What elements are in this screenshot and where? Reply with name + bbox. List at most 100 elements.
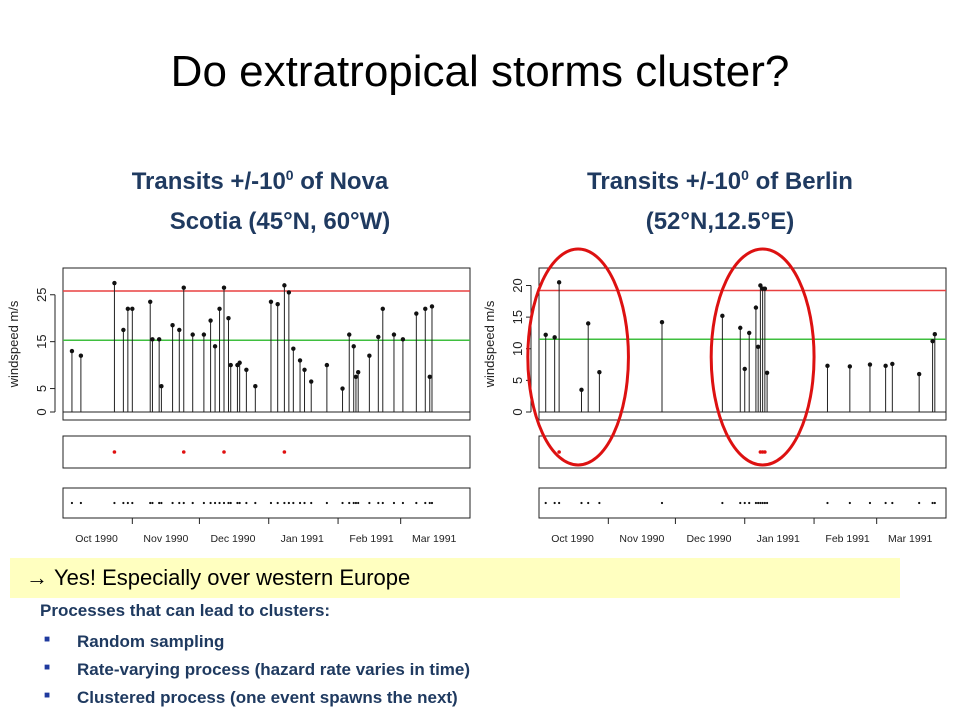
- event-marker: [158, 501, 161, 505]
- right-arrow-icon: →: [26, 565, 48, 590]
- exceedance-marker: [282, 450, 287, 454]
- event-point: [340, 386, 345, 391]
- event-marker: [352, 501, 355, 505]
- event-marker: [113, 501, 116, 505]
- event-marker: [222, 501, 226, 505]
- y-tick-label: 20: [510, 278, 525, 292]
- event-marker: [739, 501, 742, 505]
- exceedance-strip-frame: [62, 435, 471, 469]
- event-marker: [292, 501, 295, 505]
- event-marker: [218, 501, 221, 505]
- event-point: [201, 332, 207, 337]
- event-marker: [757, 501, 760, 505]
- processes-heading: Processes that can lead to clusters:: [40, 601, 331, 620]
- event-point: [720, 313, 725, 319]
- event-point: [585, 321, 591, 326]
- event-marker: [160, 501, 163, 505]
- event-marker: [392, 501, 396, 505]
- event-marker: [891, 501, 894, 505]
- y-tick-label: 25: [34, 288, 49, 302]
- event-point: [150, 337, 155, 342]
- x-tick-label: Mar 1991: [888, 533, 933, 545]
- event-point: [177, 327, 182, 333]
- event-point: [758, 283, 763, 288]
- event-marker: [401, 501, 405, 505]
- right-panel-title-line1: Transits +/-100 of Berlin: [587, 167, 853, 195]
- event-marker: [238, 501, 241, 505]
- event-marker: [213, 501, 217, 505]
- event-point: [825, 363, 830, 369]
- event-marker: [303, 501, 306, 505]
- event-point: [291, 346, 296, 351]
- x-tick-label: Feb 1991: [349, 533, 394, 545]
- event-point: [659, 319, 665, 325]
- event-marker: [884, 501, 887, 505]
- exceedance-strip-frame: [538, 435, 947, 469]
- event-marker: [178, 501, 181, 505]
- event-point: [930, 338, 935, 344]
- event-point: [764, 370, 770, 375]
- berlin-chart: 0 5 10 15 20 windspeed m/s Oct 1990 Nov 1990 Dec…: [482, 240, 956, 552]
- event-point: [353, 374, 359, 380]
- event-marker: [341, 501, 344, 505]
- plot-frame: [538, 267, 947, 421]
- event-marker: [430, 501, 434, 505]
- event-marker: [660, 501, 664, 505]
- y-axis-label: windspeed m/s: [484, 300, 497, 388]
- event-point: [391, 332, 397, 337]
- event-point: [297, 358, 303, 363]
- event-marker: [428, 501, 431, 505]
- cluster-highlight-ellipse: [526, 247, 630, 467]
- event-point: [742, 366, 747, 372]
- event-marker: [354, 501, 358, 505]
- event-point: [753, 305, 759, 310]
- event-marker: [245, 501, 248, 505]
- event-point: [400, 337, 406, 342]
- event-marker: [721, 501, 724, 505]
- process-item-2: Rate-varying process (hazard rate varies…: [77, 660, 471, 679]
- x-tick-label: Oct 1990: [551, 533, 594, 545]
- event-marker: [377, 501, 380, 505]
- event-marker: [743, 501, 746, 505]
- x-tick-label: Oct 1990: [75, 533, 118, 545]
- event-point: [228, 362, 233, 368]
- left-panel-title: Transits +/-100 of Nova Scotia (45°N, 60…: [40, 155, 480, 242]
- conclusion-banner: → Yes! Especially over western Europe: [10, 558, 900, 598]
- event-point: [376, 334, 381, 340]
- event-point: [597, 369, 602, 375]
- event-marker: [761, 501, 764, 505]
- y-tick-label: 10: [510, 342, 525, 356]
- event-marker: [868, 501, 872, 505]
- event-point: [367, 353, 372, 358]
- event-point: [427, 374, 432, 380]
- event-marker: [580, 501, 583, 505]
- event-marker: [357, 501, 360, 505]
- event-point: [125, 306, 131, 312]
- x-tick-label: Jan 1991: [281, 533, 324, 545]
- event-point: [579, 387, 584, 393]
- event-marker: [558, 501, 561, 505]
- exceedance-marker: [222, 450, 226, 454]
- event-point: [221, 285, 227, 290]
- event-marker: [149, 501, 152, 505]
- event-point: [181, 285, 186, 290]
- event-marker: [765, 501, 769, 505]
- right-panel-title-line2: (52°N,12.5°E): [645, 208, 795, 235]
- cluster-highlight-ellipse: [709, 247, 816, 467]
- event-marker: [826, 501, 829, 505]
- event-marker: [748, 501, 751, 505]
- event-marker: [415, 501, 418, 505]
- x-tick-label: Mar 1991: [412, 533, 457, 545]
- event-point: [556, 280, 562, 285]
- y-tick-label: 15: [510, 310, 525, 324]
- event-marker: [933, 501, 936, 505]
- event-point: [552, 335, 557, 340]
- event-marker: [754, 501, 758, 505]
- x-tick-label: Jan 1991: [757, 533, 800, 545]
- nova-scotia-panel-bg: [8, 240, 480, 552]
- event-point: [78, 353, 84, 358]
- event-point: [156, 337, 162, 342]
- event-point: [244, 367, 249, 372]
- event-point: [253, 384, 258, 389]
- event-marker: [122, 501, 125, 505]
